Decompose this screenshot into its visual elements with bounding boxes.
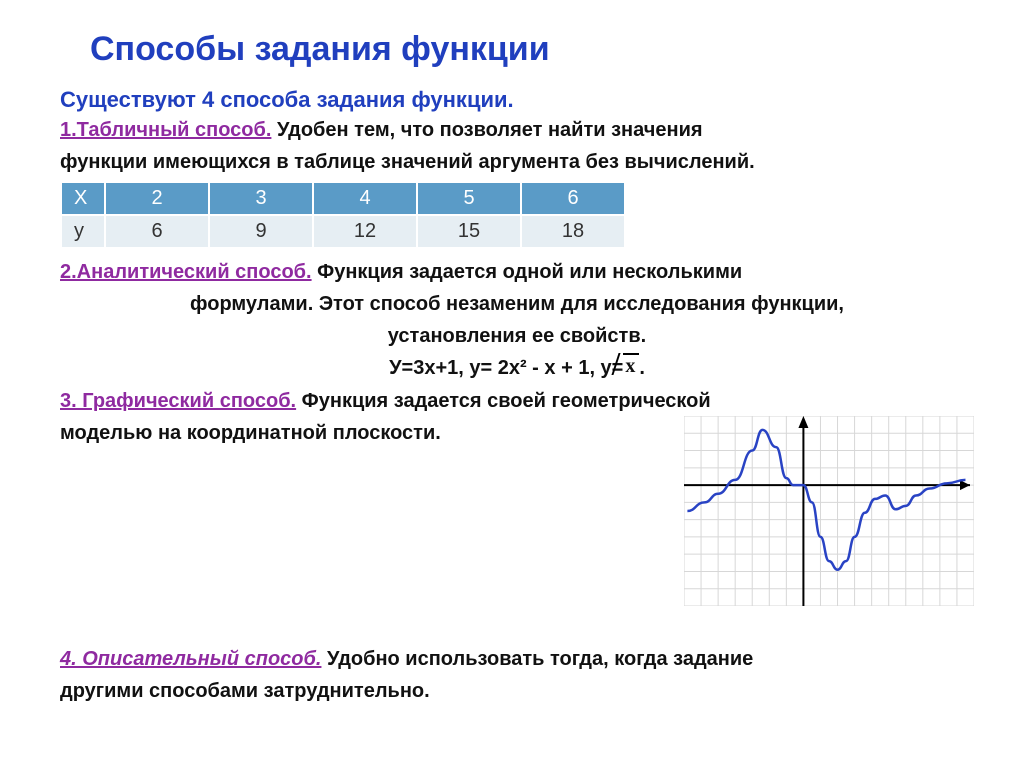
data-table: X 2 3 4 5 6 y 6 9 12 15 18 [60, 181, 626, 249]
section-1: 1.Табличный способ. Удобен тем, что позв… [60, 117, 974, 143]
section-3: 3. Графический способ. Функция задается … [60, 388, 974, 414]
section-2-text-a: Функция задается одной или несколькими [312, 261, 743, 283]
y-cell: 15 [417, 215, 521, 248]
table-row: X 2 3 4 5 6 [61, 182, 625, 215]
section-1-head: 1.Табличный способ. [60, 119, 271, 141]
section-3-head: 3. Графический способ. [60, 390, 296, 412]
y-cell: 6 [105, 215, 209, 248]
section-2-head: 2.Аналитический способ. [60, 261, 312, 283]
page-title: Способы задания функции [90, 30, 974, 69]
data-table-wrap: X 2 3 4 5 6 y 6 9 12 15 18 [60, 181, 974, 249]
formulas-plain: У=3х+1, у= 2х² - х + 1, у= [389, 357, 623, 379]
x-cell: 4 [313, 182, 417, 215]
y-label: y [61, 215, 105, 248]
formulas-line: У=3х+1, у= 2х² - х + 1, у=х. [60, 355, 974, 380]
y-cell: 12 [313, 215, 417, 248]
function-graph [684, 416, 974, 606]
section-4-text-a: Удобно использовать тогда, когда задание [321, 648, 753, 670]
y-cell: 9 [209, 215, 313, 248]
section-4-text-b: другими способами затруднительно. [60, 678, 974, 704]
section-1-text-b: функции имеющихся в таблице значений арг… [60, 149, 974, 175]
section-4: 4. Описательный способ. Удобно использов… [60, 646, 974, 672]
sqrt-icon: х [623, 353, 639, 378]
graph-box [684, 416, 974, 606]
section-2: 2.Аналитический способ. Функция задается… [60, 259, 974, 285]
x-cell: 5 [417, 182, 521, 215]
y-cell: 18 [521, 215, 625, 248]
x-label: X [61, 182, 105, 215]
section-3-text-b: моделью на координатной плоскости. [60, 420, 664, 446]
section-3-text-a: Функция задается своей геометрической [296, 390, 711, 412]
x-cell: 3 [209, 182, 313, 215]
section-1-text-a: Удобен тем, что позволяет найти значения [271, 119, 702, 141]
table-row: y 6 9 12 15 18 [61, 215, 625, 248]
section-4-head: 4. Описательный способ. [60, 648, 321, 670]
x-cell: 2 [105, 182, 209, 215]
section-2-text-c: установления ее свойств. [60, 323, 974, 349]
intro-line: Существуют 4 способа задания функции. [60, 87, 974, 113]
x-cell: 6 [521, 182, 625, 215]
section-2-text-b: формулами. Этот способ незаменим для исс… [60, 291, 974, 317]
formulas-tail: . [639, 357, 645, 379]
